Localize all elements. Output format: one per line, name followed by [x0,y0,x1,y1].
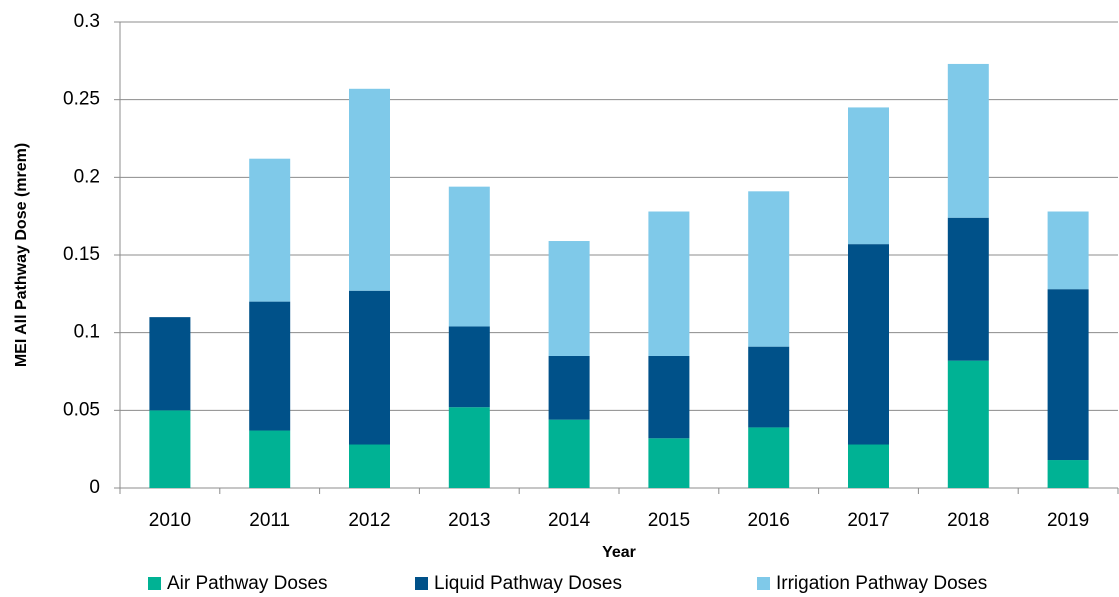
bar-segment [349,444,390,488]
bar-segment [748,427,790,488]
y-tick-label: 0.25 [63,89,100,110]
bar-segment [249,158,291,302]
x-tick-label: 2016 [748,510,790,531]
bar-segment [1047,211,1089,290]
bar-segment [349,88,390,291]
bar-segment [1047,289,1089,461]
x-axis-label: Year [602,544,636,561]
bar-segment [848,107,889,245]
bar-segment [349,290,390,445]
bar-segment [249,301,291,431]
bar-segment [748,191,790,347]
x-tick-label: 2015 [648,510,690,531]
x-tick-label: 2012 [348,510,390,531]
bar-segment [947,63,989,218]
bar-segment [848,444,889,488]
bar-segment [947,217,989,361]
legend-swatch [415,577,428,590]
bar-segment [1047,460,1089,488]
y-tick-label: 0 [89,477,100,498]
y-axis-label: MEI All Pathway Dose (mrem) [13,143,30,367]
x-tick-label: 2013 [448,510,490,531]
bar-segment [848,244,889,445]
x-tick-label: 2018 [947,510,989,531]
bar-segment [448,186,490,327]
bar-segment [249,430,291,488]
x-tick-label: 2019 [1047,510,1089,531]
bar-segment [648,211,690,356]
legend-swatch [148,577,161,590]
x-tick-label: 2014 [548,510,591,531]
bar-segment [548,355,590,420]
legend-label: Air Pathway Doses [167,573,328,594]
x-tick-label: 2017 [847,510,889,531]
bar-segment [149,317,191,411]
bar-segment [648,355,690,439]
y-tick-label: 0.05 [63,399,100,420]
bar-segment [448,326,490,408]
legend-label: Liquid Pathway Doses [434,573,622,594]
x-tick-label: 2011 [249,510,290,531]
legend-swatch [757,577,770,590]
y-tick-label: 0.2 [74,166,100,187]
y-tick-label: 0.15 [63,244,100,265]
bar-segment [748,346,790,428]
y-tick-label: 0.1 [74,322,100,343]
bar-segment [149,410,191,488]
x-tick-label: 2010 [149,510,191,531]
bar-segment [448,407,490,488]
bar-segment [548,241,590,356]
bar-segment [548,419,590,488]
bar-segment [947,360,989,488]
legend-label: Irrigation Pathway Doses [776,573,987,594]
bar-segment [648,438,690,488]
y-tick-label: 0.3 [74,11,100,32]
